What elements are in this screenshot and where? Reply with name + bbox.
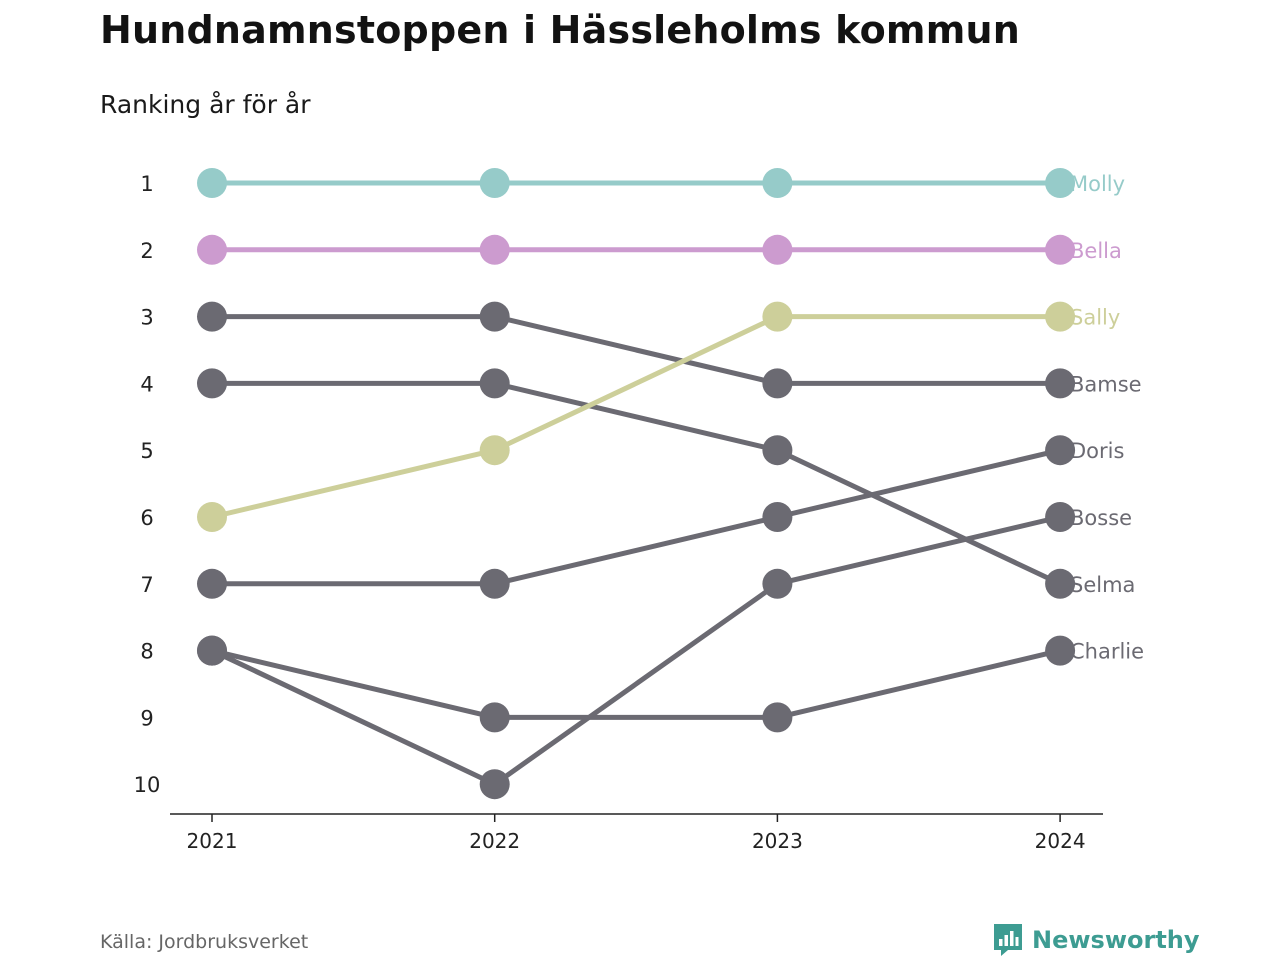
series-line <box>209 380 1063 587</box>
y-tick-label: 10 <box>134 773 161 797</box>
data-point[interactable] <box>1045 435 1076 466</box>
x-tick-label: 2022 <box>469 829 520 853</box>
data-point[interactable] <box>479 368 510 399</box>
y-tick-label: 7 <box>140 573 153 597</box>
data-point[interactable] <box>197 301 227 332</box>
source-note: Källa: Jordbruksverket <box>100 931 309 953</box>
series-label: Sally <box>1070 306 1120 330</box>
data-point[interactable] <box>1045 301 1076 332</box>
chart-subtitle: Ranking år för år <box>100 90 311 119</box>
series-line <box>209 648 1063 720</box>
data-point[interactable] <box>479 301 510 332</box>
brand-name: Newsworthy <box>1032 926 1200 954</box>
series-selma: Selma <box>197 368 1135 599</box>
series-line <box>209 514 1063 787</box>
y-tick-label: 8 <box>140 640 153 664</box>
data-point[interactable] <box>1045 502 1076 532</box>
data-point[interactable] <box>762 568 793 599</box>
data-point[interactable] <box>197 234 227 265</box>
y-tick-label: 3 <box>140 306 153 330</box>
series-label: Bamse <box>1070 372 1142 396</box>
data-point[interactable] <box>479 234 510 265</box>
x-tick-label: 2023 <box>752 829 803 853</box>
y-tick-label: 2 <box>140 239 153 263</box>
series-layer: Bamse Doris Bosse Selma Charlie Molly Bella Sal… <box>197 168 1144 800</box>
y-axis-ticks: 1 2 3 4 5 6 7 8 9 10 <box>134 172 161 797</box>
data-point[interactable] <box>479 702 510 733</box>
y-tick-label: 6 <box>140 506 153 530</box>
data-point[interactable] <box>197 568 227 599</box>
data-point[interactable] <box>1045 635 1076 666</box>
data-point[interactable] <box>479 435 510 466</box>
data-point[interactable] <box>197 368 227 399</box>
data-point[interactable] <box>1045 368 1076 399</box>
series-line <box>209 314 1063 520</box>
data-point[interactable] <box>197 168 227 198</box>
series-bosse: Bosse <box>197 502 1132 800</box>
series-label: Doris <box>1070 439 1124 463</box>
y-tick-label: 1 <box>140 172 153 196</box>
bar-chart-icon <box>994 924 1022 956</box>
brand-logo[interactable]: Newsworthy <box>992 922 1200 958</box>
series-label: Charlie <box>1070 640 1144 664</box>
x-tick-label: 2024 <box>1035 829 1086 853</box>
data-point[interactable] <box>1045 568 1076 599</box>
data-point[interactable] <box>762 234 793 265</box>
series-bella: Bella <box>197 234 1122 265</box>
series-label: Bosse <box>1070 506 1132 530</box>
x-axis: 2021 2022 2023 2024 <box>170 813 1103 853</box>
data-point[interactable] <box>762 702 793 733</box>
data-point[interactable] <box>479 769 510 800</box>
series-label: Molly <box>1070 172 1125 196</box>
series-charlie: Charlie <box>197 635 1144 733</box>
chart-title: Hundnamnstoppen i Hässleholms kommun <box>100 8 1021 52</box>
data-point[interactable] <box>479 568 510 599</box>
series-molly: Molly <box>197 168 1125 198</box>
data-point[interactable] <box>762 435 793 466</box>
series-line <box>209 314 1063 386</box>
x-tick-label: 2021 <box>187 829 238 853</box>
data-point[interactable] <box>1045 168 1076 198</box>
series-line <box>209 447 1063 587</box>
data-point[interactable] <box>197 635 227 666</box>
series-bamse: Bamse <box>197 301 1142 399</box>
data-point[interactable] <box>762 301 793 332</box>
data-point[interactable] <box>197 502 227 532</box>
y-tick-label: 4 <box>140 372 153 396</box>
series-label: Bella <box>1070 239 1122 263</box>
series-sally: Sally <box>197 301 1120 532</box>
data-point[interactable] <box>762 368 793 399</box>
data-point[interactable] <box>762 502 793 532</box>
series-label: Selma <box>1070 573 1135 597</box>
data-point[interactable] <box>479 168 510 198</box>
y-tick-label: 9 <box>140 706 153 730</box>
y-tick-label: 5 <box>140 439 153 463</box>
series-doris: Doris <box>197 435 1124 599</box>
data-point[interactable] <box>762 168 793 198</box>
data-point[interactable] <box>1045 234 1076 265</box>
